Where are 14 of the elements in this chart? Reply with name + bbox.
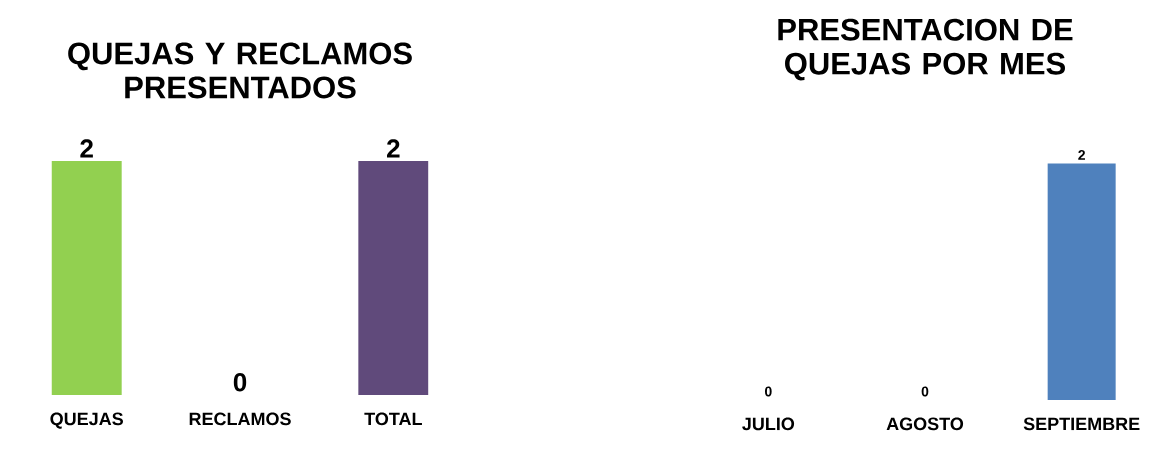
x-tick-label: SEPTIEMBRE [1023,417,1140,431]
x-tick-label: QUEJAS [50,412,123,429]
data-label: 2 [387,139,400,158]
data-label: 0 [764,386,772,397]
x-tick-label: AGOSTO [886,417,964,431]
data-label: 0 [233,373,247,392]
chart-title: PRESENTACION DE QUEJAS POR MES [778,18,1073,81]
x-tick-label: JULIO [742,417,795,431]
data-label: 2 [80,139,93,158]
data-label: 0 [921,386,929,397]
x-tick-label: RECLAMOS [189,412,291,426]
x-tick-label: TOTAL [364,412,422,426]
chart-title: QUEJAS Y RECLAMOS PRESENTADOS [68,42,412,99]
data-label: 2 [1078,150,1085,160]
